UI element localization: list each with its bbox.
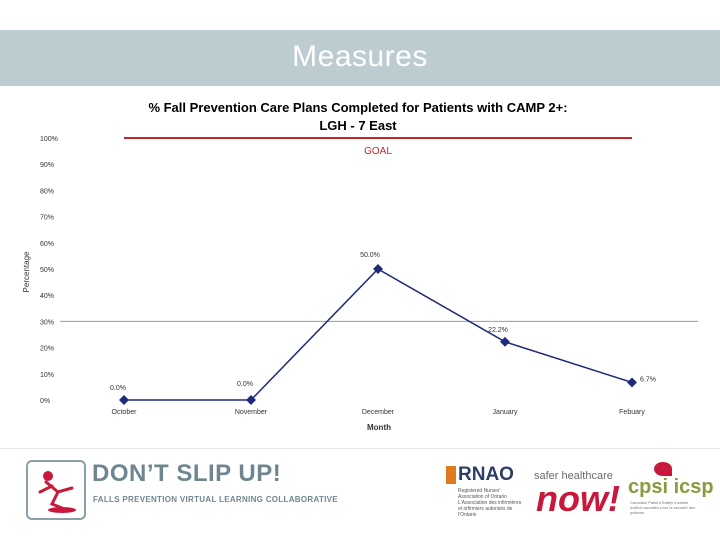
data-point [119, 395, 129, 405]
rnao-logo-text: RNAO [458, 464, 514, 485]
top-strip [0, 0, 720, 30]
y-tick-label: 50% [40, 267, 54, 274]
now-logo-text: now! [536, 478, 620, 519]
rnao-caption: Registered Nurses' Association of Ontari… [458, 488, 522, 518]
y-tick-label: 30% [40, 319, 54, 326]
x-tick-label: January [493, 409, 518, 416]
x-tick-label: October [112, 409, 138, 416]
x-axis-label: Month [367, 423, 391, 432]
data-point [627, 377, 637, 388]
chart-subtitle: LGH - 7 East [319, 118, 397, 133]
x-tick-label: November [235, 409, 268, 416]
series-line [124, 268, 633, 401]
rnao-mark-icon [446, 466, 456, 484]
y-tick-label: 0% [40, 398, 50, 405]
y-tick-label: 100% [40, 136, 58, 143]
y-axis-label: Percentage [22, 251, 31, 292]
data-point [500, 336, 510, 347]
data-label: 6.7% [640, 376, 656, 383]
y-tick-label: 10% [40, 372, 54, 379]
falling-person-icon [38, 471, 76, 513]
footer [0, 448, 720, 541]
slide-title: Measures [292, 40, 428, 73]
maple-leaf-icon [654, 462, 672, 476]
data-label: 0.0% [237, 381, 253, 388]
cpsi-logo-text: cpsi icsp [628, 476, 714, 498]
y-tick-label: 70% [40, 215, 54, 222]
data-point [246, 395, 256, 405]
data-label: 50.0% [360, 252, 380, 259]
y-tick-label: 20% [40, 346, 54, 353]
goal-label: GOAL [364, 146, 392, 157]
title-bar [0, 30, 720, 86]
data-label: 0.0% [110, 385, 126, 392]
safer-healthcare-text: safer healthcare [534, 470, 613, 482]
chart: % Fall Prevention Care Plans Completed f… [22, 100, 698, 432]
falls-logo [26, 460, 86, 520]
footer-sub-text: FALLS PREVENTION VIRTUAL LEARNING COLLAB… [93, 495, 338, 504]
cpsi-caption: Canadian Patient Safety Institute Instit… [630, 500, 696, 515]
chart-title: % Fall Prevention Care Plans Completed f… [148, 100, 567, 115]
x-tick-label: Febuary [619, 409, 645, 416]
y-tick-label: 60% [40, 241, 54, 248]
y-tick-label: 90% [40, 162, 54, 169]
footer-main-text: DON’T SLIP UP! [92, 460, 282, 487]
y-tick-label: 40% [40, 293, 54, 300]
y-tick-label: 80% [40, 188, 54, 195]
x-tick-label: December [362, 409, 395, 416]
data-label: 22.2% [488, 327, 508, 334]
